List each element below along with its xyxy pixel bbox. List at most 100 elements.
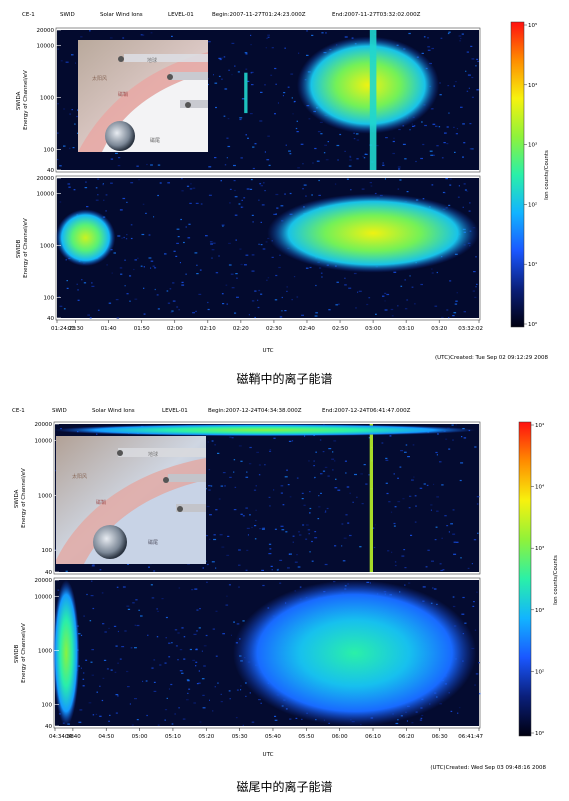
noise-pixel <box>352 501 354 503</box>
noise-pixel <box>454 151 456 153</box>
noise-pixel <box>361 503 364 505</box>
noise-pixel <box>185 273 187 275</box>
noise-pixel <box>381 442 384 444</box>
noise-pixel <box>357 291 359 293</box>
noise-pixel <box>306 54 309 56</box>
noise-pixel <box>80 634 83 636</box>
noise-pixel <box>67 183 71 185</box>
colorbar-tick-label: 10² <box>535 668 544 675</box>
noise-pixel <box>238 549 241 551</box>
noise-pixel <box>279 582 282 584</box>
y-axis-ticks: 20000 10000 1000 100 40 <box>37 28 61 174</box>
noise-pixel <box>245 695 247 697</box>
noise-pixel <box>423 36 426 38</box>
noise-pixel <box>356 158 359 160</box>
y-axis-label: SWIDA Energy of Channel/eV <box>14 468 27 528</box>
noise-pixel <box>399 179 402 181</box>
noise-pixel <box>254 525 257 527</box>
noise-pixel <box>167 182 170 184</box>
noise-pixel <box>349 155 351 157</box>
noise-pixel <box>134 698 137 700</box>
noise-pixel <box>249 188 253 190</box>
noise-pixel <box>132 602 135 604</box>
noise-pixel <box>141 233 145 236</box>
noise-pixel <box>368 474 370 476</box>
noise-pixel <box>474 296 477 298</box>
noise-pixel <box>211 561 215 563</box>
noise-pixel <box>436 454 438 456</box>
noise-pixel <box>437 433 439 435</box>
noise-pixel <box>214 444 216 446</box>
noise-pixel <box>225 284 228 286</box>
noise-pixel <box>280 485 284 487</box>
noise-pixel <box>268 543 272 545</box>
noise-pixel <box>199 269 202 271</box>
noise-pixel <box>389 435 392 437</box>
noise-pixel <box>124 630 127 632</box>
noise-pixel <box>405 444 408 446</box>
noise-pixel <box>415 160 417 163</box>
y-tick-label: 10000 <box>35 439 53 445</box>
noise-pixel <box>179 649 183 651</box>
noise-pixel <box>473 539 477 541</box>
noise-pixel <box>469 202 471 204</box>
noise-pixel <box>463 183 466 185</box>
noise-pixel <box>65 259 67 261</box>
noise-pixel <box>157 610 159 612</box>
noise-pixel <box>441 537 443 539</box>
noise-pixel <box>274 719 278 721</box>
noise-pixel <box>309 507 312 510</box>
noise-pixel <box>153 216 155 218</box>
noise-pixel <box>66 280 68 282</box>
noise-pixel <box>154 288 156 291</box>
noise-pixel <box>305 538 308 540</box>
x-tick-label: 02:10 <box>200 326 216 332</box>
noise-pixel <box>397 188 400 190</box>
noise-pixel <box>263 182 265 184</box>
noise-pixel <box>461 33 464 35</box>
noise-pixel <box>130 237 133 240</box>
noise-pixel <box>286 286 288 288</box>
noise-pixel <box>460 557 462 559</box>
noise-pixel <box>273 437 276 439</box>
noise-pixel <box>109 714 111 716</box>
noise-pixel <box>335 478 337 480</box>
noise-pixel <box>245 68 248 70</box>
noise-pixel <box>126 293 129 295</box>
noise-pixel <box>457 196 460 198</box>
noise-pixel <box>233 180 236 182</box>
noise-pixel <box>181 284 185 286</box>
noise-pixel <box>122 197 126 200</box>
noise-pixel <box>249 446 252 449</box>
noise-pixel <box>251 84 254 86</box>
noise-pixel <box>448 31 451 33</box>
tail-stream <box>118 448 206 457</box>
noise-pixel <box>108 627 110 629</box>
noise-pixel <box>235 273 238 275</box>
noise-pixel <box>444 515 447 517</box>
chart-svg: CE-1 SWID Solar Wind Ions LEVEL-01 Begin… <box>12 408 559 771</box>
noise-pixel <box>213 74 214 76</box>
noise-pixel <box>246 188 250 190</box>
noise-pixel <box>475 256 477 258</box>
noise-pixel <box>301 314 304 316</box>
noise-pixel <box>294 561 298 563</box>
noise-pixel <box>209 514 212 516</box>
created-timestamp: (UTC)Created: Tue Sep 02 09:12:29 2008 <box>435 355 549 361</box>
y-tick-label: 20000 <box>35 578 53 584</box>
y-axis-label-name: SWIDB <box>16 239 22 258</box>
noise-pixel <box>210 485 213 487</box>
noise-pixel <box>327 141 329 143</box>
noise-pixel <box>233 459 236 461</box>
noise-pixel <box>220 180 222 182</box>
noise-pixel <box>249 113 253 115</box>
tail-stream <box>168 474 206 482</box>
noise-pixel <box>312 162 314 164</box>
noise-pixel <box>311 560 314 562</box>
noise-pixel <box>228 264 232 266</box>
noise-pixel <box>339 133 342 136</box>
noise-pixel <box>189 202 192 204</box>
noise-pixel <box>325 159 329 161</box>
noise-pixel <box>110 182 113 184</box>
